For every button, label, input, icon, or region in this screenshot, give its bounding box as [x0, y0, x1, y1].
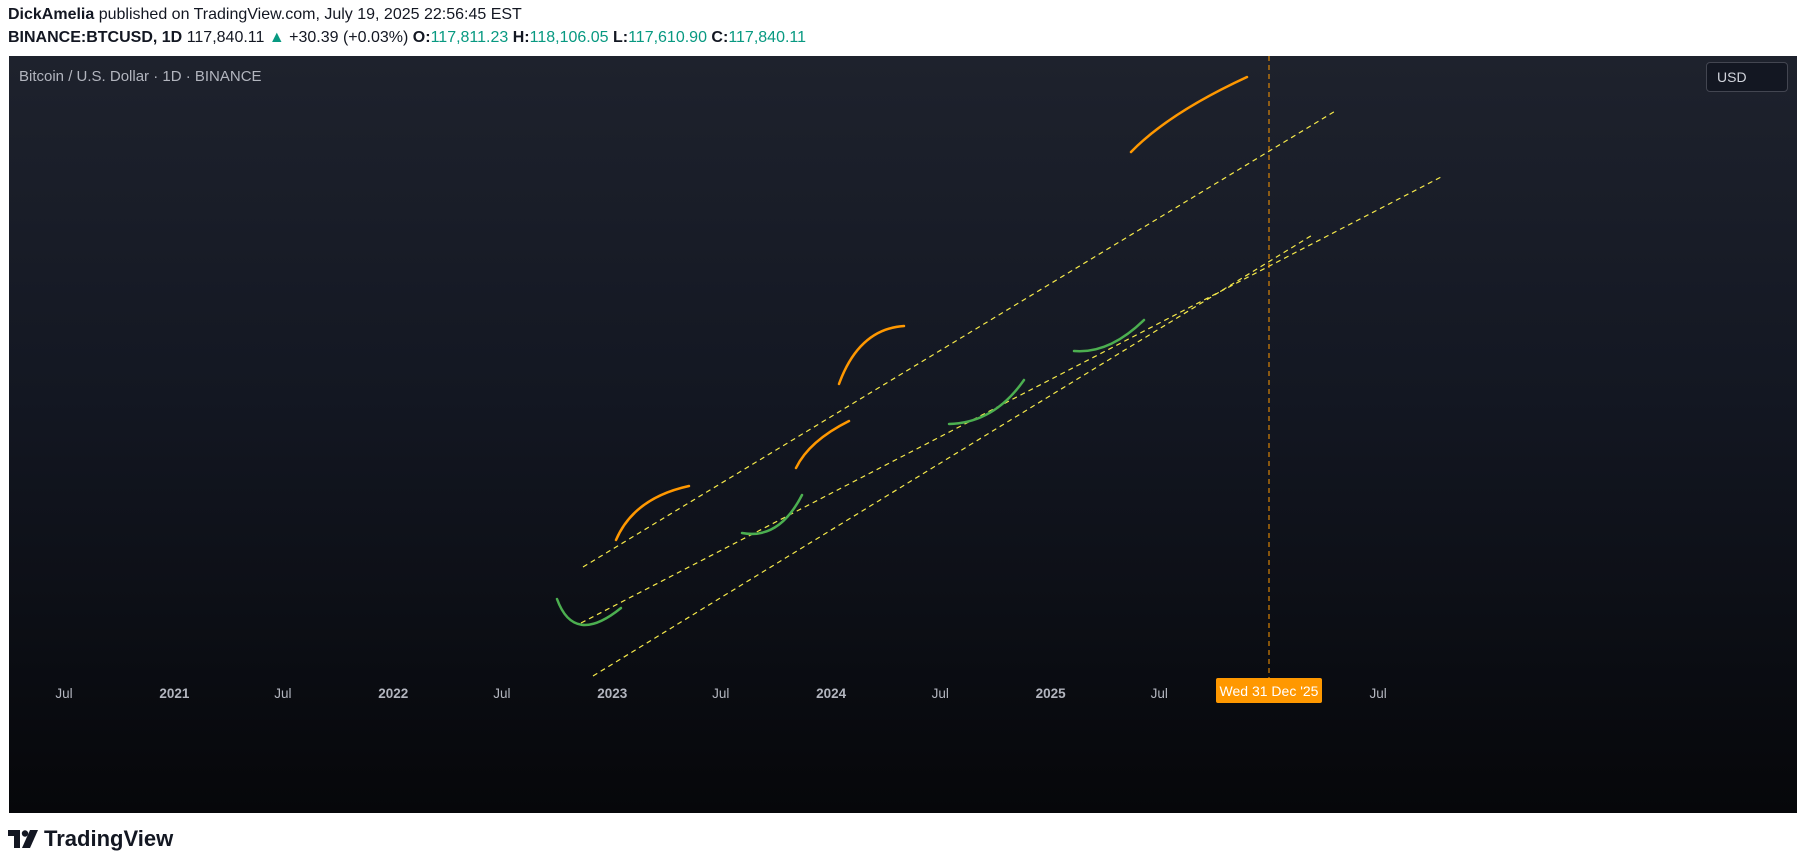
- x-axis-tick-label: 2025: [1036, 686, 1067, 701]
- orange-highlight-arc: [837, 324, 906, 386]
- chart-title: Bitcoin / U.S. Dollar · 1D · BINANCE: [19, 68, 262, 85]
- symbol-label: BINANCE:BTCUSD, 1D: [8, 29, 183, 46]
- date-marker-box: [1215, 678, 1322, 703]
- high-value: 118,106.05: [529, 29, 609, 46]
- green-highlight-arc: [1072, 318, 1146, 353]
- x-axis-tick-label: Jul: [1370, 686, 1387, 701]
- symbol-info: BINANCE:BTCUSD, 1D 117,840.11 ▲ +30.39 (…: [8, 29, 806, 47]
- x-axis-tick-label: Jul: [932, 686, 949, 701]
- x-axis-tick-label: Jul: [493, 686, 510, 701]
- change-arrow-icon: ▲: [268, 29, 285, 46]
- close-value: 117,840.11: [728, 29, 807, 46]
- date-marker-label: Wed 31 Dec '25: [1220, 683, 1319, 699]
- green-highlight-arc: [947, 378, 1026, 426]
- tradingview-logo-text: TradingView: [44, 826, 174, 851]
- tradingview-logo[interactable]: TradingView: [8, 826, 173, 852]
- x-axis-tick-label: 2021: [159, 686, 190, 701]
- x-axis-tick-label: 2023: [597, 686, 628, 701]
- orange-highlight-arc: [794, 419, 851, 470]
- x-axis-tick-label: 2022: [378, 686, 408, 701]
- chart-header: DickAmelia published on TradingView.com,…: [0, 0, 1806, 56]
- green-highlight-arc: [740, 493, 804, 536]
- last-price: 117,840.11: [186, 29, 265, 46]
- publisher-name[interactable]: DickAmelia: [8, 6, 95, 23]
- channel-line: [592, 233, 1315, 677]
- open-value: 117,811.23: [430, 29, 509, 46]
- orange-highlight-arc: [1129, 75, 1249, 154]
- x-axis-tick-label: 2024: [816, 686, 847, 701]
- high-label: H:: [512, 29, 530, 46]
- low-value: 117,610.90: [628, 29, 707, 46]
- x-axis-tick-label: Jul: [712, 686, 729, 701]
- currency-button[interactable]: USD: [1706, 62, 1788, 92]
- channel-line: [582, 109, 1338, 568]
- x-axis-tick-label: Jul: [55, 686, 72, 701]
- channel-line: [580, 175, 1444, 624]
- low-label: L:: [612, 29, 629, 46]
- published-text: published on TradingView.com, July 19, 2…: [98, 6, 522, 23]
- tradingview-logo-icon: [8, 830, 38, 848]
- green-highlight-arc: [555, 597, 623, 627]
- open-label: O:: [412, 29, 431, 46]
- orange-highlight-arc: [614, 484, 691, 542]
- publish-info: DickAmelia published on TradingView.com,…: [8, 6, 522, 24]
- x-axis-tick-label: Jul: [1151, 686, 1168, 701]
- price-change: +30.39 (+0.03%): [289, 29, 409, 46]
- x-axis-tick-label: Jul: [274, 686, 291, 701]
- close-label: C:: [711, 29, 729, 46]
- price-chart[interactable]: 423.60%361.80%261.80%161.80%100.00%78.60…: [9, 56, 1797, 813]
- chart-pane[interactable]: 423.60%361.80%261.80%161.80%100.00%78.60…: [9, 56, 1797, 813]
- footer: TradingView: [0, 813, 1806, 862]
